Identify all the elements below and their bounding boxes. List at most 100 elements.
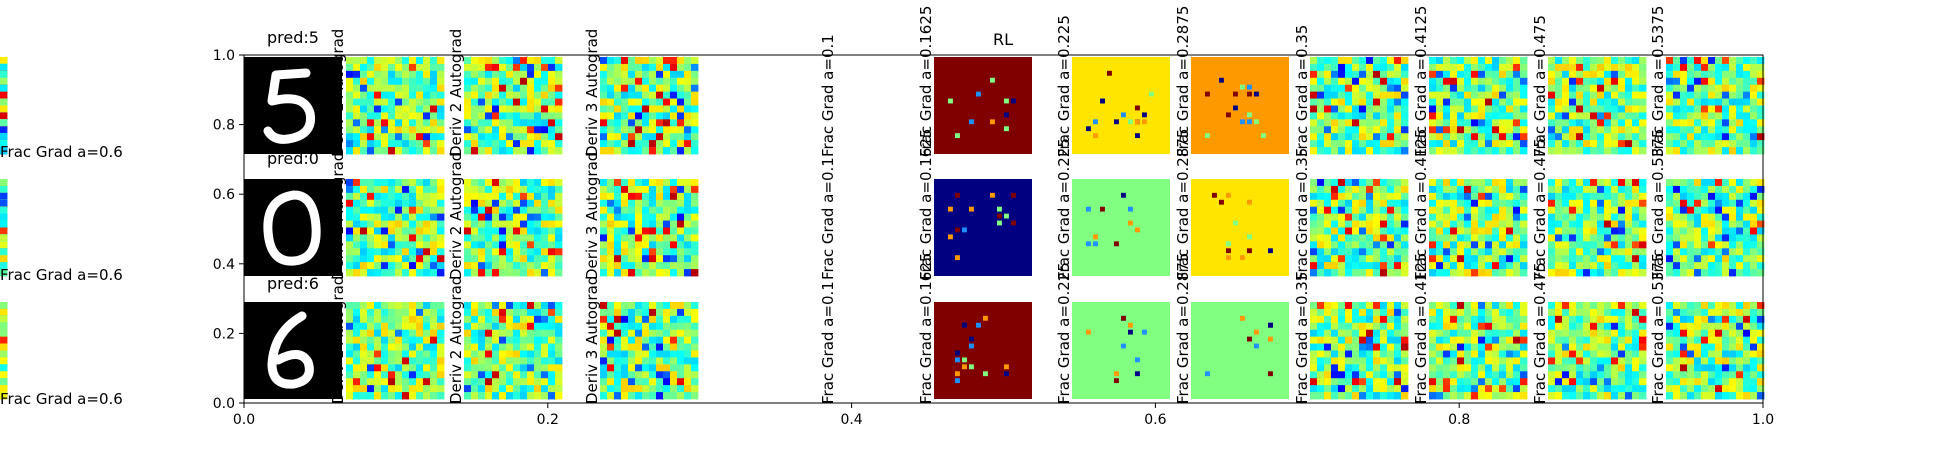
heatmap-cell (684, 322, 692, 331)
heatmap-cell (1666, 315, 1674, 324)
heatmap-cell (1736, 57, 1744, 65)
heatmap-cell (1142, 329, 1147, 335)
heatmap-cell (614, 302, 622, 310)
heatmap-cell (656, 385, 664, 393)
heatmap-cell (1436, 392, 1444, 400)
heatmap-cell (1464, 192, 1472, 201)
heatmap-cell (1310, 119, 1318, 127)
heatmap-cell (1429, 234, 1437, 242)
heatmap-cell (492, 357, 500, 365)
heatmap-cell (0, 329, 8, 338)
heatmap-cell (1750, 322, 1758, 331)
heatmap-cell (600, 220, 608, 228)
heatmap-cell (513, 322, 521, 331)
heatmap-cell (534, 248, 542, 256)
heatmap-cell (1324, 262, 1332, 270)
heatmap-cell (1513, 126, 1521, 134)
heatmap-cell (1401, 302, 1409, 310)
heatmap-cell (1478, 140, 1486, 148)
heatmap-cell (1520, 371, 1528, 379)
heatmap-cell (1366, 192, 1374, 201)
heatmap-cell (1373, 98, 1381, 106)
heatmap-cell (534, 98, 542, 106)
heatmap-cell (677, 234, 685, 242)
heatmap-cell (1625, 357, 1633, 365)
heatmap-cell (1485, 70, 1493, 79)
column-label-r3-c12: Frac Grad a=0.6 (0, 390, 123, 408)
heatmap-cell (1373, 378, 1381, 386)
heatmap-cell (1492, 350, 1500, 358)
heatmap-cell (555, 371, 563, 379)
heatmap-cell (1666, 140, 1674, 148)
heatmap-cell (1380, 112, 1388, 120)
heatmap-cell (1513, 357, 1521, 365)
heatmap-cell (1450, 213, 1458, 221)
heatmap-cell (1680, 364, 1688, 372)
heatmap-cell (1086, 206, 1091, 212)
heatmap-cell (1520, 343, 1528, 351)
heatmap-cell (346, 378, 354, 386)
heatmap-cell (1114, 119, 1119, 125)
heatmap-cell (1750, 364, 1758, 372)
heatmap-cell (1555, 343, 1563, 351)
heatmap-cell (1555, 378, 1563, 386)
heatmap-cell (346, 213, 354, 221)
heatmap-cell (1352, 91, 1360, 99)
heatmap-cell (1569, 241, 1577, 249)
heatmap-cell (353, 98, 361, 106)
digit-stroke (263, 190, 321, 266)
heatmap-cell (1345, 350, 1353, 358)
heatmap-cell (416, 105, 424, 113)
heatmap-cell (1722, 192, 1730, 201)
heatmap-cell (1743, 308, 1751, 317)
heatmap-cell (1471, 364, 1479, 372)
heatmap-cell (1401, 392, 1409, 400)
heatmap-cell (656, 63, 664, 72)
heatmap-cell (1345, 199, 1353, 208)
heatmap-cell (388, 322, 396, 331)
heatmap-cell (642, 385, 650, 393)
heatmap-cell (607, 315, 615, 324)
heatmap-cell (555, 140, 563, 148)
heatmap-cell (1694, 57, 1702, 65)
heatmap-cell (1520, 206, 1528, 215)
heatmap-cell (642, 302, 650, 310)
heatmap-cell (607, 192, 615, 201)
heatmap-cell (492, 371, 500, 379)
heatmap-cell (684, 91, 692, 99)
heatmap-cell (1394, 302, 1402, 310)
heatmap-cell (1457, 241, 1465, 249)
heatmap-cell (670, 185, 678, 194)
heatmap-cell (1666, 206, 1674, 215)
heatmap-cell (527, 63, 535, 72)
heatmap-cell (1485, 350, 1493, 358)
heatmap-cell (1331, 269, 1339, 277)
heatmap-cell (1492, 227, 1500, 235)
heatmap-cell (656, 241, 664, 249)
heatmap-cell (1499, 84, 1507, 93)
heatmap-cell (1450, 84, 1458, 93)
heatmap-cell (1401, 213, 1409, 221)
heatmap-cell (1562, 220, 1570, 228)
heatmap-cell (1471, 322, 1479, 331)
heatmap-cell (677, 84, 685, 93)
heatmap-cell (642, 255, 650, 263)
heatmap-cell (1471, 147, 1479, 155)
heatmap-cell (499, 227, 507, 235)
heatmap-cell (1590, 308, 1598, 317)
heatmap-cell (485, 248, 493, 256)
heatmap-cell (548, 343, 556, 351)
heatmap-cell (1548, 329, 1556, 338)
heatmap-cell (691, 213, 699, 221)
heatmap-cell (1576, 350, 1584, 358)
heatmap-cell (492, 84, 500, 93)
heatmap-cell (614, 57, 622, 65)
heatmap-cell (1548, 227, 1556, 235)
heatmap-cell (499, 70, 507, 79)
heatmap-cell (1694, 112, 1702, 120)
heatmap-cell (430, 322, 438, 331)
heatmap-cell (478, 179, 486, 187)
heatmap-cell (471, 192, 479, 201)
heatmap-cell (1639, 364, 1647, 372)
heatmap-cell (395, 234, 403, 242)
